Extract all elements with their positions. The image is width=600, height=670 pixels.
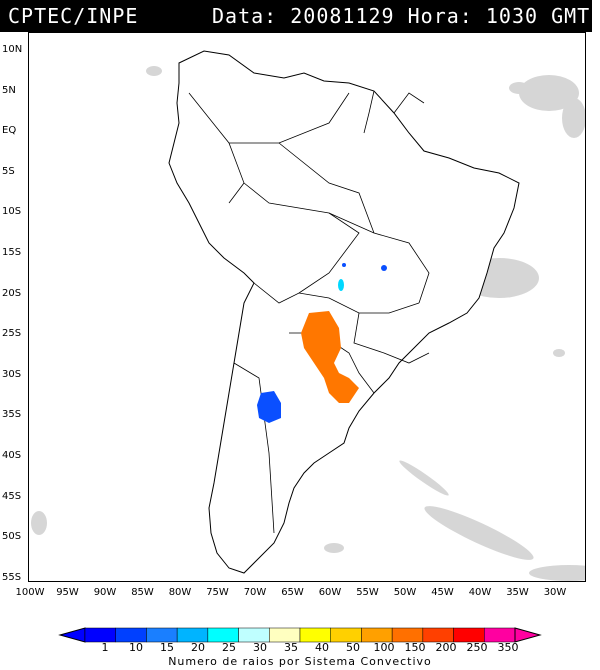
lon-label: 55W	[356, 587, 379, 598]
map-header: CPTEC/INPE Data: 20081129 Hora: 1030 GMT	[0, 0, 592, 32]
lon-label: 30W	[543, 587, 567, 598]
lon-label: 35W	[506, 587, 529, 598]
colorbar-right-arrow	[514, 627, 542, 643]
legend-tick-label: 350	[497, 641, 519, 654]
legend-tick-label: 35	[284, 641, 298, 654]
country-borders	[188, 90, 430, 534]
legend-tick-label: 30	[253, 641, 267, 654]
colorbar-swatch	[391, 627, 424, 643]
storm-blue	[257, 263, 387, 423]
lat-label: 15S	[2, 247, 22, 258]
date-time: Data: 20081129 Hora: 1030 GMT	[212, 4, 591, 28]
colorbar-swatch	[115, 627, 147, 643]
lat-label: 10N	[2, 44, 23, 55]
continent-outline	[168, 50, 520, 574]
colorbar-swatch	[176, 627, 209, 643]
colorbar-swatch	[361, 627, 393, 643]
legend-tick-label: 200	[435, 641, 457, 654]
legend-tick-label: 40	[315, 641, 329, 654]
colorbar-swatch	[146, 627, 178, 643]
lat-label: 10S	[2, 206, 22, 218]
colorbar-left-arrow	[58, 627, 86, 643]
lat-label: 50S	[2, 531, 22, 543]
storm-orange	[301, 311, 359, 403]
lon-label: 95W	[56, 587, 79, 598]
colorbar-swatch	[84, 627, 116, 643]
legend-tick-label: 250	[466, 641, 488, 654]
lat-label: EQ	[2, 125, 17, 137]
colorbar-swatch	[330, 627, 362, 643]
lon-label: 80W	[168, 587, 192, 598]
legend-tick-label: 15	[160, 641, 174, 654]
lat-label: 35S	[2, 409, 22, 421]
legend-tick-label: 25	[222, 641, 236, 654]
legend-tick-label: 100	[373, 641, 395, 654]
lat-label: 40S	[2, 450, 22, 461]
map-frame	[28, 32, 600, 582]
lon-label: 60W	[318, 587, 342, 598]
legend-tick-label: 1	[101, 641, 109, 654]
lat-label: 30S	[2, 368, 22, 380]
legend-title: Numero de raios por Sistema Convectivo	[168, 655, 432, 668]
lat-label: 45S	[2, 490, 22, 502]
lon-label: 70W	[243, 587, 267, 598]
legend-tick-label: 10	[129, 641, 143, 654]
lat-label: 55S	[2, 571, 22, 583]
lon-label: 65W	[281, 587, 304, 598]
lon-label: 40W	[468, 587, 492, 598]
colorbar-swatch	[269, 627, 301, 643]
legend-tick-label: 150	[404, 641, 426, 654]
colorbar-swatch	[453, 627, 485, 643]
legend-tick-label: 50	[346, 641, 360, 654]
lat-label: 25S	[2, 328, 22, 340]
colorbar-swatch	[422, 627, 454, 643]
colorbar-swatch	[299, 627, 331, 643]
lon-label: 50W	[393, 587, 417, 598]
legend-colorbar	[58, 627, 542, 643]
lon-label: 75W	[206, 587, 229, 598]
colorbar-swatch	[484, 627, 516, 643]
org-title: CPTEC/INPE	[8, 4, 139, 28]
south-america-map	[31, 50, 600, 581]
lon-label: 85W	[131, 587, 154, 598]
lon-label: 90W	[93, 587, 117, 598]
legend-tick-label: 20	[191, 641, 205, 654]
colorbar-swatch	[207, 627, 239, 643]
colorbar-swatch	[238, 627, 270, 643]
lon-label: 100W	[15, 587, 45, 598]
lat-label: 20S	[2, 287, 22, 299]
lat-label: 5N	[2, 84, 16, 96]
lon-label: 45W	[431, 587, 454, 598]
storm-cyan	[338, 279, 344, 291]
lat-label: 5S	[2, 165, 15, 177]
